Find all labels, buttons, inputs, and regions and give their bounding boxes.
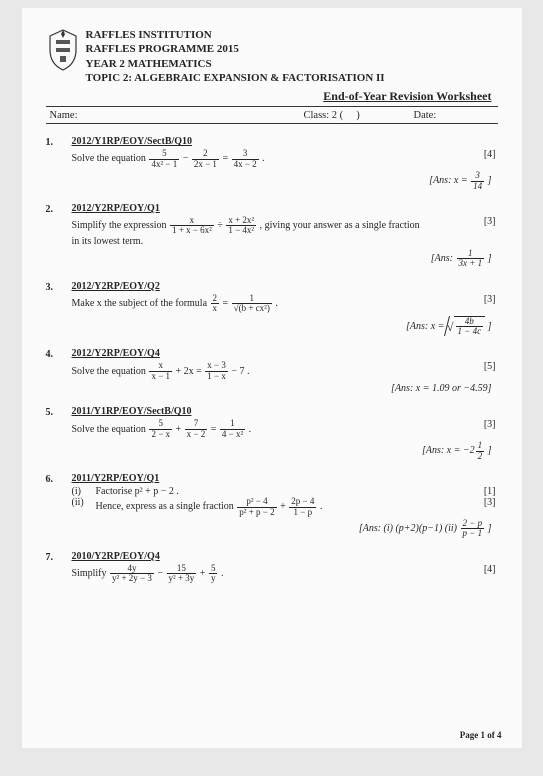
question-text: Solve the equation 54x² − 1 − 22x − 1 = … (72, 153, 265, 164)
question-text: Solve the equation xx − 1 + 2x = x − 31 … (72, 366, 250, 377)
answer: [Ans: x = −212 ] (72, 441, 498, 461)
header-line-2: RAFFLES PROGRAMME 2015 (86, 42, 385, 56)
answer: [Ans: (i) (p+2)(p−1) (ii) 2 − pp − 1 ] (72, 519, 498, 539)
question-ref: 2012/Y2RP/EOY/Q4 (72, 348, 160, 359)
rule-top (46, 106, 498, 107)
question-body: 2011/Y1RP/EOY/SectB/Q10 Solve the equatio… (72, 406, 498, 461)
header-text: RAFFLES INSTITUTION RAFFLES PROGRAMME 20… (86, 28, 385, 85)
worksheet-subtitle: End-of-Year Revision Worksheet (46, 89, 498, 104)
question-line: Simplify 4yy² + 2y − 3 − 15y² + 3y + 5y … (72, 564, 498, 584)
question-ref: 2011/Y1RP/EOY/SectB/Q10 (72, 406, 192, 417)
question: 3.2012/Y2RP/EOY/Q2 Make x the subject of … (46, 281, 498, 337)
question-number: 2. (46, 203, 72, 215)
answer: [Ans: x = √4b1 − 4c ] (72, 316, 498, 337)
question-text: Make x the subject of the formula 2x = 1… (72, 298, 278, 309)
header-line-3: YEAR 2 MATHEMATICS (86, 57, 385, 71)
question-number: 7. (46, 551, 72, 563)
question-body: 2012/Y1RP/EOY/SectB/Q10 Solve the equatio… (72, 136, 498, 191)
header: RAFFLES INSTITUTION RAFFLES PROGRAMME 20… (46, 28, 498, 85)
question: 5.2011/Y1RP/EOY/SectB/Q10 Solve the equat… (46, 406, 498, 461)
answer: [Ans: x = 314 ] (72, 171, 498, 191)
header-line-4: TOPIC 2: ALGEBRAIC EXPANSION & FACTORISA… (86, 71, 385, 85)
worksheet-page: RAFFLES INSTITUTION RAFFLES PROGRAMME 20… (22, 8, 522, 748)
marks: [3] (484, 419, 496, 430)
question-body: 2012/Y2RP/EOY/Q1 Simplify the expression … (72, 203, 498, 269)
question-line: Make x the subject of the formula 2x = 1… (72, 294, 498, 314)
meta-row: Name: Class: 2 ( ) Date: (46, 110, 498, 121)
question-number: 5. (46, 406, 72, 418)
rule-bottom (46, 123, 498, 124)
question-number: 6. (46, 473, 72, 485)
question-body: 2012/Y2RP/EOY/Q4 Solve the equation xx − … (72, 348, 498, 394)
question-body: 2011/Y2RP/EOY/Q1 (i)Factorise p² + p − 2 … (72, 473, 498, 539)
question-ref: 2012/Y1RP/EOY/SectB/Q10 (72, 136, 193, 147)
marks: [4] (484, 564, 496, 575)
question-ref: 2012/Y2RP/EOY/Q2 (72, 281, 160, 292)
question-part: (ii)Hence, express as a single fraction … (72, 497, 498, 517)
questions-container: 1.2012/Y1RP/EOY/SectB/Q10 Solve the equat… (46, 136, 498, 584)
question-line: Solve the equation xx − 1 + 2x = x − 31 … (72, 361, 498, 381)
header-line-1: RAFFLES INSTITUTION (86, 28, 385, 42)
question-number: 1. (46, 136, 72, 148)
question-line: Simplify the expression x1 + x − 6x² ÷ x… (72, 216, 498, 236)
school-crest-icon (46, 28, 80, 72)
question-number: 3. (46, 281, 72, 293)
question-text: Simplify 4yy² + 2y − 3 − 15y² + 3y + 5y … (72, 568, 224, 579)
marks: [3] (484, 294, 496, 305)
question: 6.2011/Y2RP/EOY/Q1 (i)Factorise p² + p − … (46, 473, 498, 539)
question-line: Solve the equation 54x² − 1 − 22x − 1 = … (72, 149, 498, 169)
question-body: 2012/Y2RP/EOY/Q2 Make x the subject of th… (72, 281, 498, 337)
part-label: (ii) (72, 497, 96, 517)
marks: [5] (484, 361, 496, 372)
marks: [1] (484, 486, 496, 497)
question: 4.2012/Y2RP/EOY/Q4 Solve the equation xx … (46, 348, 498, 394)
date-label: Date: (414, 110, 494, 121)
question-text: Simplify the expression x1 + x − 6x² ÷ x… (72, 220, 420, 231)
marks: [3] (484, 497, 496, 508)
question: 1.2012/Y1RP/EOY/SectB/Q10 Solve the equat… (46, 136, 498, 191)
page-number: Page 1 of 4 (460, 730, 502, 740)
question-number: 4. (46, 348, 72, 360)
question: 2.2012/Y2RP/EOY/Q1 Simplify the expressio… (46, 203, 498, 269)
question-ref: 2011/Y2RP/EOY/Q1 (72, 473, 160, 484)
marks: [4] (484, 149, 496, 160)
class-label: Class: 2 ( ) (304, 110, 414, 121)
question-line-2: in its lowest term. (72, 236, 498, 247)
part-text: Hence, express as a single fraction p² −… (96, 497, 323, 517)
question-body: 2010/Y2RP/EOY/Q4 Simplify 4yy² + 2y − 3 −… (72, 551, 498, 584)
part-label: (i) (72, 486, 96, 497)
question-ref: 2010/Y2RP/EOY/Q4 (72, 551, 160, 562)
marks: [3] (484, 216, 496, 227)
question-part: (i)Factorise p² + p − 2 . [1] (72, 486, 498, 497)
answer: [Ans: x = 1.09 or −4.59] (72, 383, 498, 394)
question-line: Solve the equation 52 − x + 7x − 2 = 14 … (72, 419, 498, 439)
part-text: Factorise p² + p − 2 . (96, 486, 179, 497)
question-ref: 2012/Y2RP/EOY/Q1 (72, 203, 160, 214)
question: 7.2010/Y2RP/EOY/Q4 Simplify 4yy² + 2y − 3… (46, 551, 498, 584)
answer: [Ans: 13x + 1 ] (72, 249, 498, 269)
question-text: Solve the equation 52 − x + 7x − 2 = 14 … (72, 424, 252, 435)
name-label: Name: (50, 110, 304, 121)
